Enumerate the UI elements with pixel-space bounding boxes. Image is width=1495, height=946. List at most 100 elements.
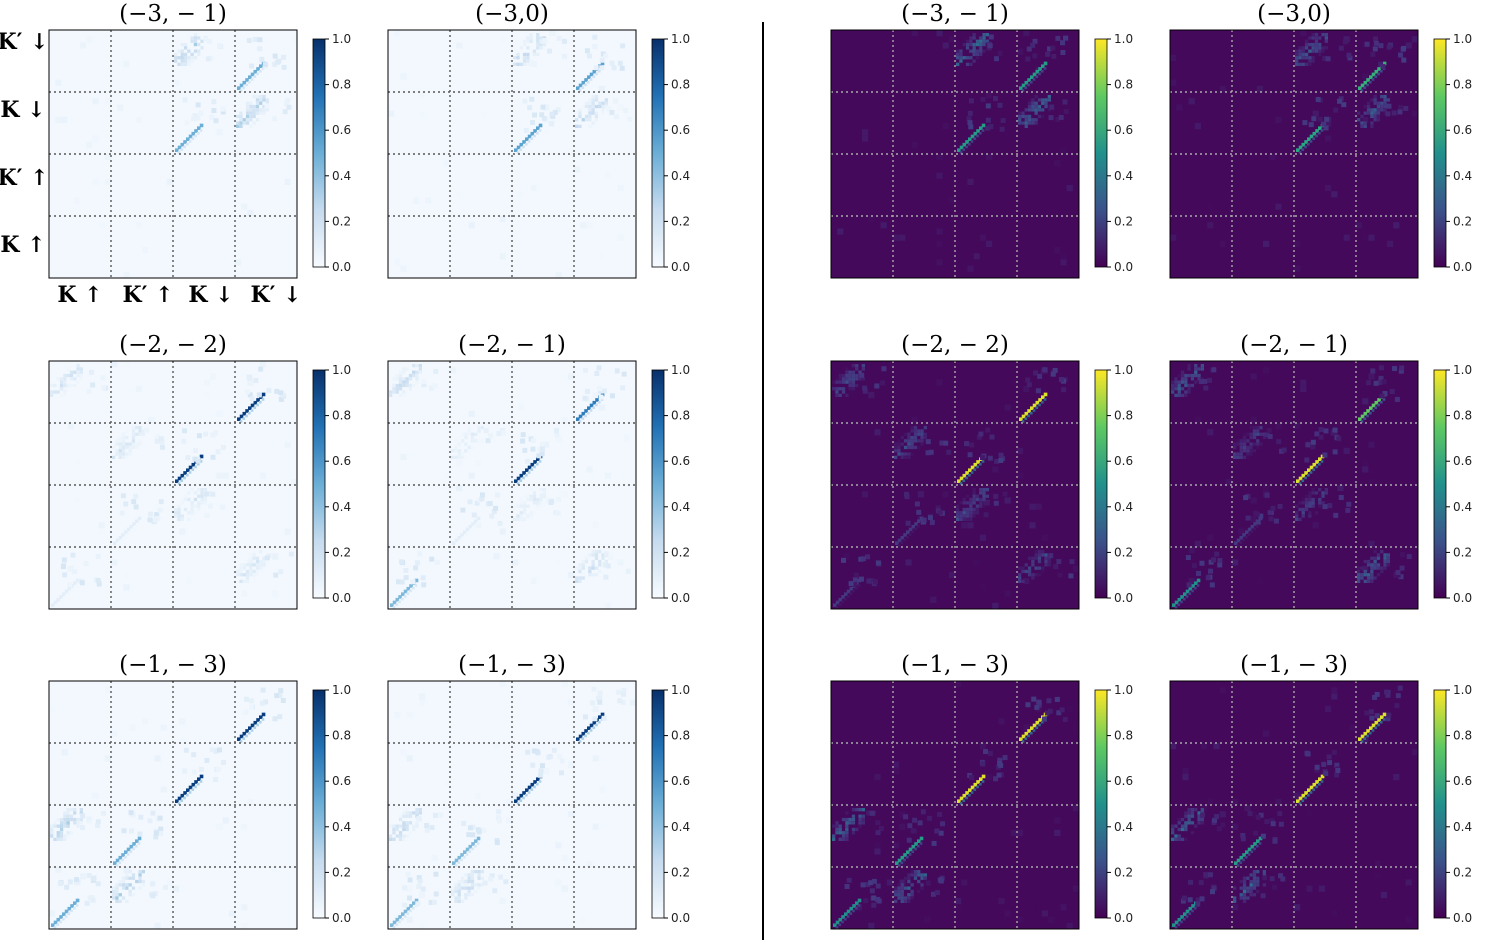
cluster-cell bbox=[1031, 559, 1035, 564]
heatmap-cell bbox=[979, 534, 986, 541]
cluster-cell bbox=[1360, 124, 1364, 128]
heatmap-cell bbox=[1395, 693, 1401, 699]
heatmap-cell bbox=[979, 172, 986, 179]
heatmap-cell bbox=[481, 110, 488, 117]
heatmap-cell bbox=[1069, 559, 1075, 565]
cluster-cell bbox=[1373, 556, 1377, 560]
cluster-cell bbox=[1301, 62, 1305, 66]
cluster-cell bbox=[913, 876, 918, 880]
cluster-cell bbox=[1249, 883, 1253, 887]
cluster-cell bbox=[1242, 883, 1247, 887]
heatmap-cell bbox=[1276, 439, 1282, 445]
cluster-cell bbox=[1184, 380, 1188, 384]
cluster-cell bbox=[1018, 111, 1022, 115]
colorbar-tick-label: 0.4 bbox=[1114, 500, 1133, 514]
diagonal-neighbor-cell bbox=[1315, 134, 1318, 138]
heatmap-cell bbox=[505, 559, 512, 566]
cluster-cell bbox=[190, 59, 194, 63]
heatmap-cell bbox=[281, 54, 287, 60]
cluster-cell bbox=[851, 380, 856, 384]
heatmap-cell bbox=[61, 116, 68, 123]
cluster-cell bbox=[197, 42, 201, 47]
cluster-cell bbox=[1304, 494, 1309, 498]
heatmap-cell bbox=[536, 453, 542, 459]
diagonal-block bbox=[113, 493, 164, 547]
cluster-cell bbox=[1311, 501, 1315, 505]
heatmap-cell bbox=[555, 842, 562, 849]
heatmap-cell bbox=[492, 888, 498, 894]
diagonal-neighbor-cell bbox=[1038, 723, 1041, 727]
cluster-cell bbox=[972, 491, 976, 495]
heatmap-cell bbox=[419, 110, 426, 117]
cluster-cell bbox=[1366, 108, 1371, 112]
heatmap-cell bbox=[104, 755, 111, 762]
cluster-cell bbox=[249, 566, 253, 570]
cluster-cell bbox=[1321, 501, 1325, 505]
heatmap-cell bbox=[64, 884, 70, 890]
heatmap-cell bbox=[930, 596, 937, 603]
cluster-cell bbox=[389, 393, 393, 397]
diagonal-cell bbox=[113, 861, 117, 865]
heatmap-cell bbox=[117, 271, 124, 278]
cluster-cell bbox=[858, 808, 862, 812]
cluster-cell bbox=[1233, 455, 1237, 459]
cluster-cell bbox=[985, 488, 989, 492]
cluster-cell bbox=[532, 501, 537, 505]
heatmap-cell bbox=[241, 203, 248, 210]
diagonal-cell bbox=[1296, 799, 1300, 803]
heatmap-cell bbox=[1368, 709, 1374, 715]
heatmap-cell bbox=[394, 73, 401, 80]
diagonal-cell bbox=[1382, 61, 1387, 66]
heatmap-cell bbox=[1055, 117, 1061, 123]
diagonal-cell bbox=[406, 586, 411, 591]
heatmap-cell bbox=[1188, 879, 1194, 885]
diagonal-neighbor-cell bbox=[468, 850, 472, 853]
cluster-cell bbox=[451, 455, 455, 459]
colorbar: 0.00.20.40.60.81.0 bbox=[1094, 683, 1133, 925]
diagonal-neighbor-cell bbox=[1307, 473, 1310, 477]
heatmap-cell bbox=[512, 602, 519, 609]
cluster-cell bbox=[180, 49, 184, 53]
heatmap-cell bbox=[871, 895, 877, 901]
panel-frame bbox=[48, 680, 298, 930]
cluster-cell bbox=[79, 367, 83, 371]
heatmap-cell bbox=[1362, 466, 1369, 473]
diagonal-neighbor-cell bbox=[474, 844, 477, 848]
heatmap-cell bbox=[1182, 743, 1189, 750]
colorbar-tick-label: 0.6 bbox=[671, 123, 690, 137]
cluster-cell bbox=[855, 827, 859, 832]
heatmap-cell bbox=[290, 478, 297, 485]
heatmap-cell bbox=[874, 429, 881, 436]
diagonal-neighbor-cell bbox=[121, 538, 124, 542]
cluster-cell bbox=[128, 870, 132, 874]
cluster-cell bbox=[245, 108, 250, 112]
heatmap-cell bbox=[1247, 811, 1253, 817]
heatmap-cell bbox=[1250, 416, 1257, 423]
cluster-cell bbox=[239, 118, 243, 122]
diagonal-neighbor-cell bbox=[1309, 471, 1313, 474]
heatmap-cell bbox=[1346, 52, 1352, 58]
cluster-cell bbox=[959, 56, 963, 60]
heatmap-cell bbox=[1278, 873, 1284, 879]
cluster-cell bbox=[1249, 893, 1253, 897]
colorbar-gradient bbox=[1094, 38, 1108, 268]
cluster-cell bbox=[69, 808, 74, 812]
heatmap-cell bbox=[67, 582, 73, 588]
heatmap-cell bbox=[893, 842, 900, 849]
diagonal-block bbox=[51, 873, 101, 929]
heatmap-cell bbox=[123, 867, 130, 874]
cluster-cell bbox=[1360, 573, 1364, 577]
heatmap-cell bbox=[193, 448, 199, 454]
cluster-cell bbox=[529, 514, 533, 518]
heatmap-cell bbox=[1280, 876, 1286, 882]
cluster-cell bbox=[467, 886, 471, 890]
diagonal-neighbor-cell bbox=[1318, 131, 1321, 135]
cluster-cell bbox=[522, 52, 527, 57]
heatmap-cell bbox=[399, 579, 405, 585]
heatmap-cell bbox=[1023, 385, 1030, 392]
heatmap-cell bbox=[1406, 554, 1412, 560]
cluster-block bbox=[389, 808, 444, 841]
cluster-cell bbox=[1177, 837, 1181, 841]
cluster-cell bbox=[1252, 449, 1257, 453]
diagonal-cell bbox=[536, 126, 540, 130]
